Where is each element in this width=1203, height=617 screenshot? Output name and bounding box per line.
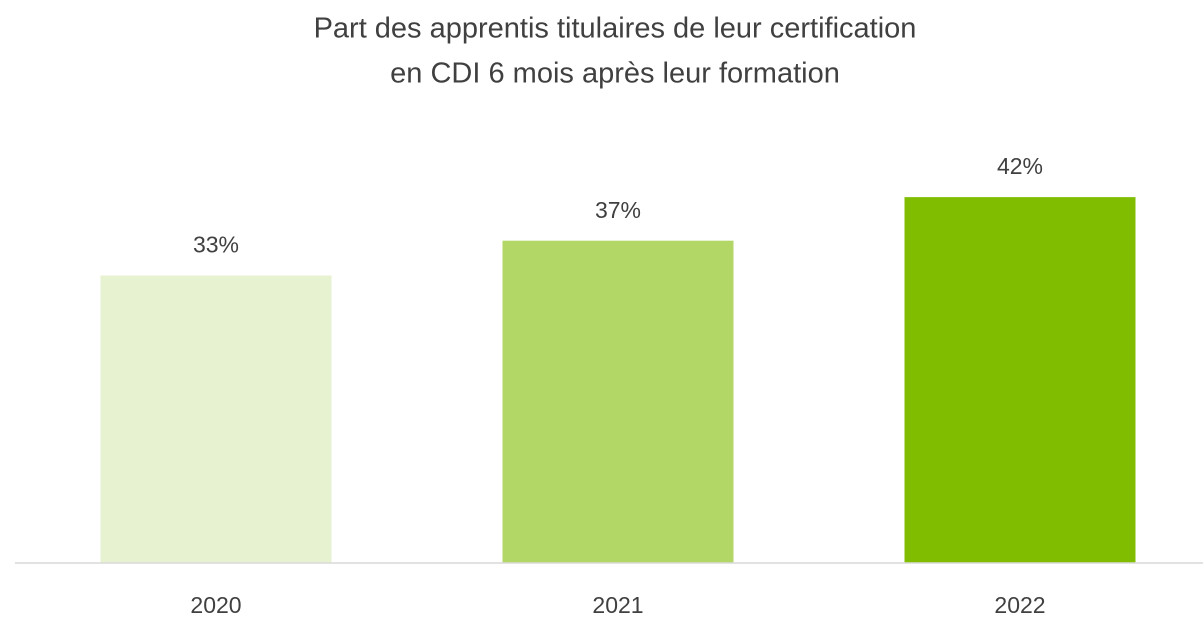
chart-title: en CDI 6 mois après leur formation bbox=[390, 58, 840, 90]
x-tick-label: 2021 bbox=[592, 592, 643, 617]
bar bbox=[502, 240, 734, 563]
x-tick-label: 2022 bbox=[994, 592, 1045, 617]
bar bbox=[100, 275, 332, 563]
data-label: 33% bbox=[193, 232, 239, 258]
bar bbox=[904, 197, 1136, 563]
chart-title: Part des apprentis titulaires de leur ce… bbox=[314, 13, 917, 45]
x-tick-label: 2020 bbox=[190, 592, 241, 617]
data-label: 42% bbox=[997, 153, 1043, 179]
data-label: 37% bbox=[595, 197, 641, 223]
